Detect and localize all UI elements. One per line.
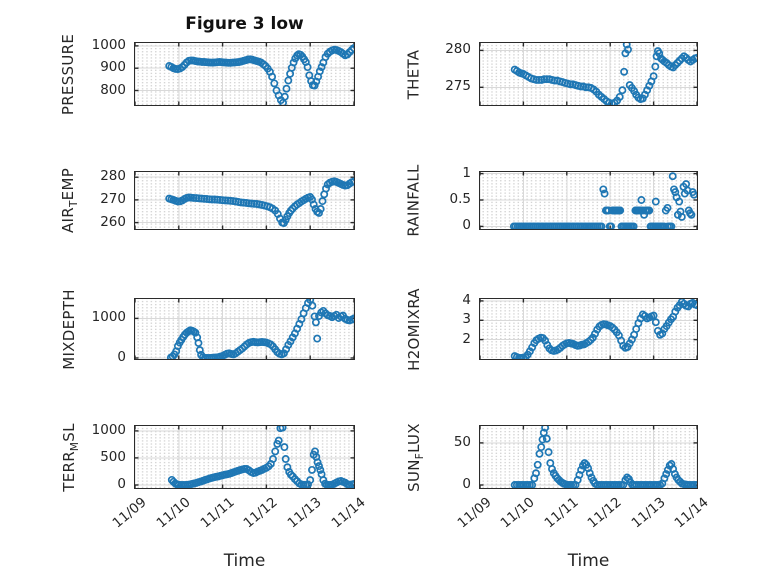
y-tick-label: 500 [100,448,126,465]
y-tick-label: 270 [100,190,126,207]
y-tick-label: 1000 [91,36,126,53]
y-tick-label: 280 [445,41,471,58]
plot-canvas [135,172,354,229]
y-axis-label-h2omixra: H2OMIXRA [404,287,423,371]
y-tick-label: 0 [117,349,126,365]
plot-canvas [480,299,697,359]
y-tick-label: 0 [462,476,471,493]
x-tick-label: 11/14 [328,494,369,532]
y-tick-label: 4 [462,291,471,308]
plot-canvas [480,43,697,105]
plot-area-pressure [134,42,355,106]
subplot-sunflux: SUNFLUX Time 0 50 11/09 11/10 11/11 11/12 11/1… [405,423,712,571]
x-axis-label-time-left: Time [223,551,266,571]
x-tick-label: 11/13 [628,494,669,532]
y-axis-label-airtemp: AIRTEMP [59,167,81,234]
x-tick-label: 11/12 [240,494,282,532]
y-tick-label: 3 [462,311,471,328]
y-axis-label-rainfall: RAINFALL [404,164,423,237]
y-tick-label: 280 [100,168,126,185]
y-tick-label: 1000 [91,421,126,438]
subplot-rainfall: RAINFALL 0 0.5 1 [405,164,698,237]
plot-area-mixdepth [134,298,355,360]
plot-area-h2omixra [479,298,698,360]
x-axis-label-time-right: Time [567,551,610,571]
plot-canvas [135,426,354,488]
y-axis-label-pressure: PRESSURE [59,33,78,115]
x-tick-label: 11/14 [671,494,712,532]
x-tick-label: 11/11 [197,494,238,532]
subplot-h2omixra: H2OMIXRA 2 3 4 [405,288,698,370]
subplot-theta: THETA 275 280 [405,42,698,106]
y-tick-label: 275 [445,78,471,95]
x-tick-label: 11/09 [454,494,495,532]
y-axis-label-sunflux: SUNFLUX [404,422,426,492]
figure-title: Figure 3 low [185,14,304,34]
y-axis-label-mixdepth: MIXDEPTH [59,288,78,370]
subplot-terrmsl: TERRMSL Time 0 500 1000 11/09 11/10 11/11 11/1… [60,423,369,571]
x-tick-label: 11/10 [497,494,539,532]
plot-area-airtemp [134,171,355,230]
y-tick-label: 0 [117,476,126,493]
y-tick-label: 900 [100,59,126,76]
x-tick-label: 11/10 [153,494,194,532]
y-tick-label: 50 [453,433,471,450]
y-axis-label-theta: THETA [404,49,423,99]
x-tick-label: 11/11 [541,494,582,532]
plot-canvas [480,172,697,229]
plot-canvas [135,43,354,105]
y-tick-label: 800 [100,81,126,98]
plot-canvas [480,426,697,488]
x-tick-label: 11/13 [284,494,325,532]
y-tick-label: 0.5 [449,190,471,207]
plot-area-rainfall [479,171,698,230]
plot-canvas [135,299,354,359]
y-axis-label-terrmsl: TERRMSL [59,422,81,492]
subplot-mixdepth: MIXDEPTH 0 1000 [60,289,355,369]
subplot-airtemp: AIRTEMP 260 270 280 [60,168,355,233]
plot-area-terrmsl [134,425,355,489]
y-tick-label: 0 [462,217,471,234]
x-tick-label: 11/09 [109,494,150,532]
plot-area-theta [479,42,698,106]
x-tick-label: 11/12 [584,494,625,532]
y-tick-label: 2 [462,330,471,347]
y-tick-label: 260 [100,213,126,230]
y-tick-label: 1000 [91,309,126,326]
y-tick-label: 1 [462,164,471,181]
plot-area-sunflux [479,425,698,489]
subplot-pressure: Figure 3 low PRESSURE 800 900 1000 [60,14,355,115]
